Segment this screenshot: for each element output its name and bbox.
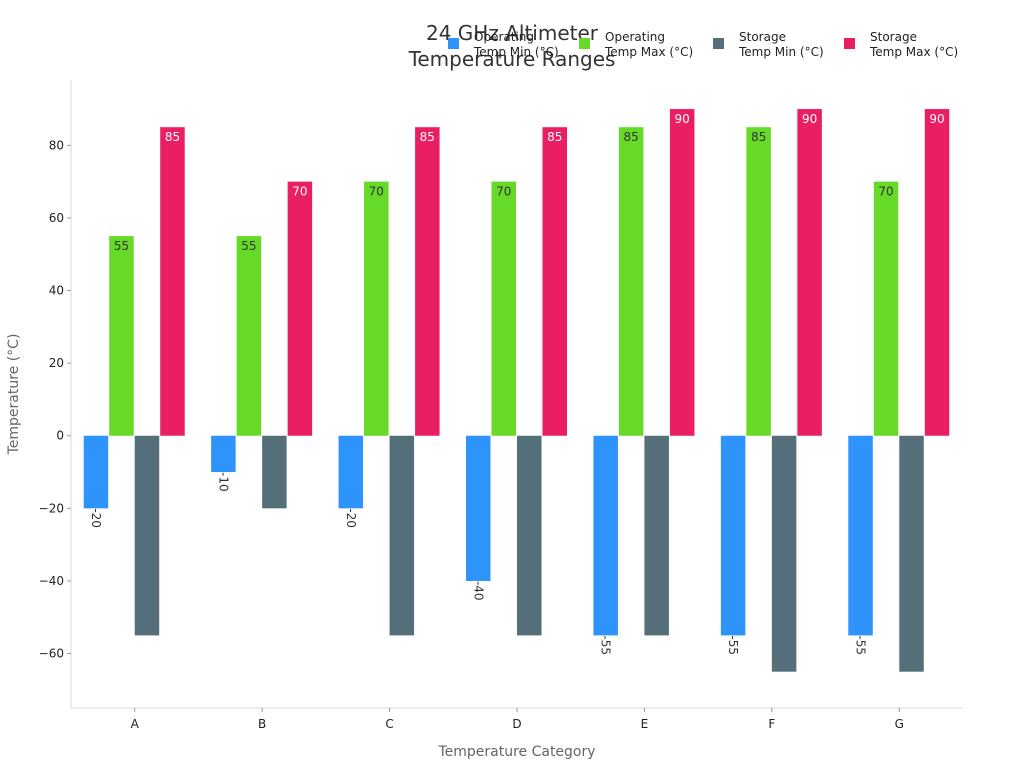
bar-value-label: 70: [292, 185, 307, 199]
legend-label: Temp Max (°C): [604, 45, 693, 59]
x-tick-label: F: [768, 717, 775, 731]
bar-value-label: 90: [802, 112, 817, 126]
bar-value-label: -55: [650, 635, 664, 655]
bar-value-label: 90: [675, 112, 690, 126]
bar: [771, 435, 797, 672]
bar: [160, 127, 185, 436]
bar-value-label: -55: [599, 635, 613, 655]
bar: [593, 435, 618, 636]
bar: [109, 236, 134, 436]
y-tick-label: 60: [49, 211, 64, 225]
bar-value-label: -10: [216, 472, 230, 492]
bar-value-label: 55: [114, 239, 129, 253]
bar-value-label: 85: [547, 130, 562, 144]
bar: [491, 181, 516, 436]
bar-value-label: 85: [165, 130, 180, 144]
x-tick-label: D: [512, 717, 521, 731]
bar-value-label: 70: [369, 185, 384, 199]
bar: [364, 181, 389, 436]
bar-value-label: -55: [140, 635, 154, 655]
x-axis-title: Temperature Category: [437, 744, 595, 760]
bar-value-label: -65: [777, 672, 791, 692]
x-tick-label: C: [385, 717, 393, 731]
bar: [669, 109, 695, 436]
bar: [746, 127, 771, 436]
bar-value-label: 55: [241, 239, 256, 253]
bar-labels-layer: -20 55 -55 85 -10 55 -20 70 -20 70 -55 85 -40 70 -55 85…: [89, 112, 945, 691]
legend-swatch: [579, 38, 590, 49]
legend-label: Storage: [870, 30, 917, 44]
bar: [618, 127, 644, 436]
y-tick-label: 40: [49, 284, 64, 298]
axes-layer: 80 60 40 20 0 −20 −40 −60 A B C D E F G Temperature Cat…: [6, 80, 963, 760]
y-tick-label: 80: [49, 138, 64, 152]
y-tick-label: 0: [56, 429, 64, 443]
x-tick-label: G: [895, 717, 904, 731]
bar-value-label: 85: [751, 130, 766, 144]
bar: [542, 127, 567, 436]
bar-value-label: -20: [344, 508, 358, 528]
bar: [797, 109, 822, 436]
y-tick-label: −60: [39, 647, 64, 661]
bar: [924, 109, 950, 436]
bar: [83, 435, 109, 509]
bar-value-label: -55: [522, 635, 536, 655]
bar: [262, 435, 287, 509]
bar-value-label: 70: [496, 185, 511, 199]
bar: [415, 127, 440, 436]
legend-swatch: [713, 38, 724, 49]
bar-value-label: 85: [420, 130, 435, 144]
bar: [466, 435, 491, 581]
x-tick-label: E: [641, 717, 649, 731]
bar: [134, 435, 160, 636]
bar: [211, 435, 236, 473]
legend-label: Temp Max (°C): [869, 45, 958, 59]
bar: [287, 181, 313, 436]
y-axis-title: Temperature (°C): [6, 334, 22, 456]
bar: [236, 236, 262, 436]
bar: [873, 181, 899, 436]
bar-value-label: -40: [471, 581, 485, 601]
x-tick-label: A: [131, 717, 140, 731]
x-tick-label: B: [258, 717, 266, 731]
legend-label: Temp Min (°C): [473, 45, 559, 59]
bars-layer: [83, 109, 950, 672]
bar-value-label: 90: [929, 112, 944, 126]
bar: [644, 435, 669, 636]
bar-value-label: -20: [267, 508, 281, 528]
legend-label: Temp Min (°C): [738, 45, 824, 59]
legend-swatch: [448, 38, 459, 49]
bar: [389, 435, 415, 636]
chart-title-line: Temperature Ranges: [408, 47, 616, 71]
y-tick-label: 20: [49, 356, 64, 370]
bar: [848, 435, 873, 636]
bar-value-label: 70: [878, 185, 893, 199]
legend-swatch: [844, 38, 855, 49]
bar: [517, 435, 542, 636]
bar-value-label: -20: [89, 508, 103, 528]
bar: [338, 435, 364, 509]
bar-value-label: 85: [624, 130, 639, 144]
legend-label: Operating: [605, 30, 665, 44]
y-tick-label: −40: [39, 574, 64, 588]
bar-value-label: -55: [854, 635, 868, 655]
legend-label: Storage: [739, 30, 786, 44]
legend-label: Operating: [474, 30, 534, 44]
bar-value-label: -65: [905, 672, 919, 692]
bar-value-label: -55: [395, 635, 409, 655]
y-tick-label: −20: [39, 501, 64, 515]
bar: [720, 435, 746, 636]
bar-value-label: -55: [726, 635, 740, 655]
bar: [899, 435, 924, 672]
